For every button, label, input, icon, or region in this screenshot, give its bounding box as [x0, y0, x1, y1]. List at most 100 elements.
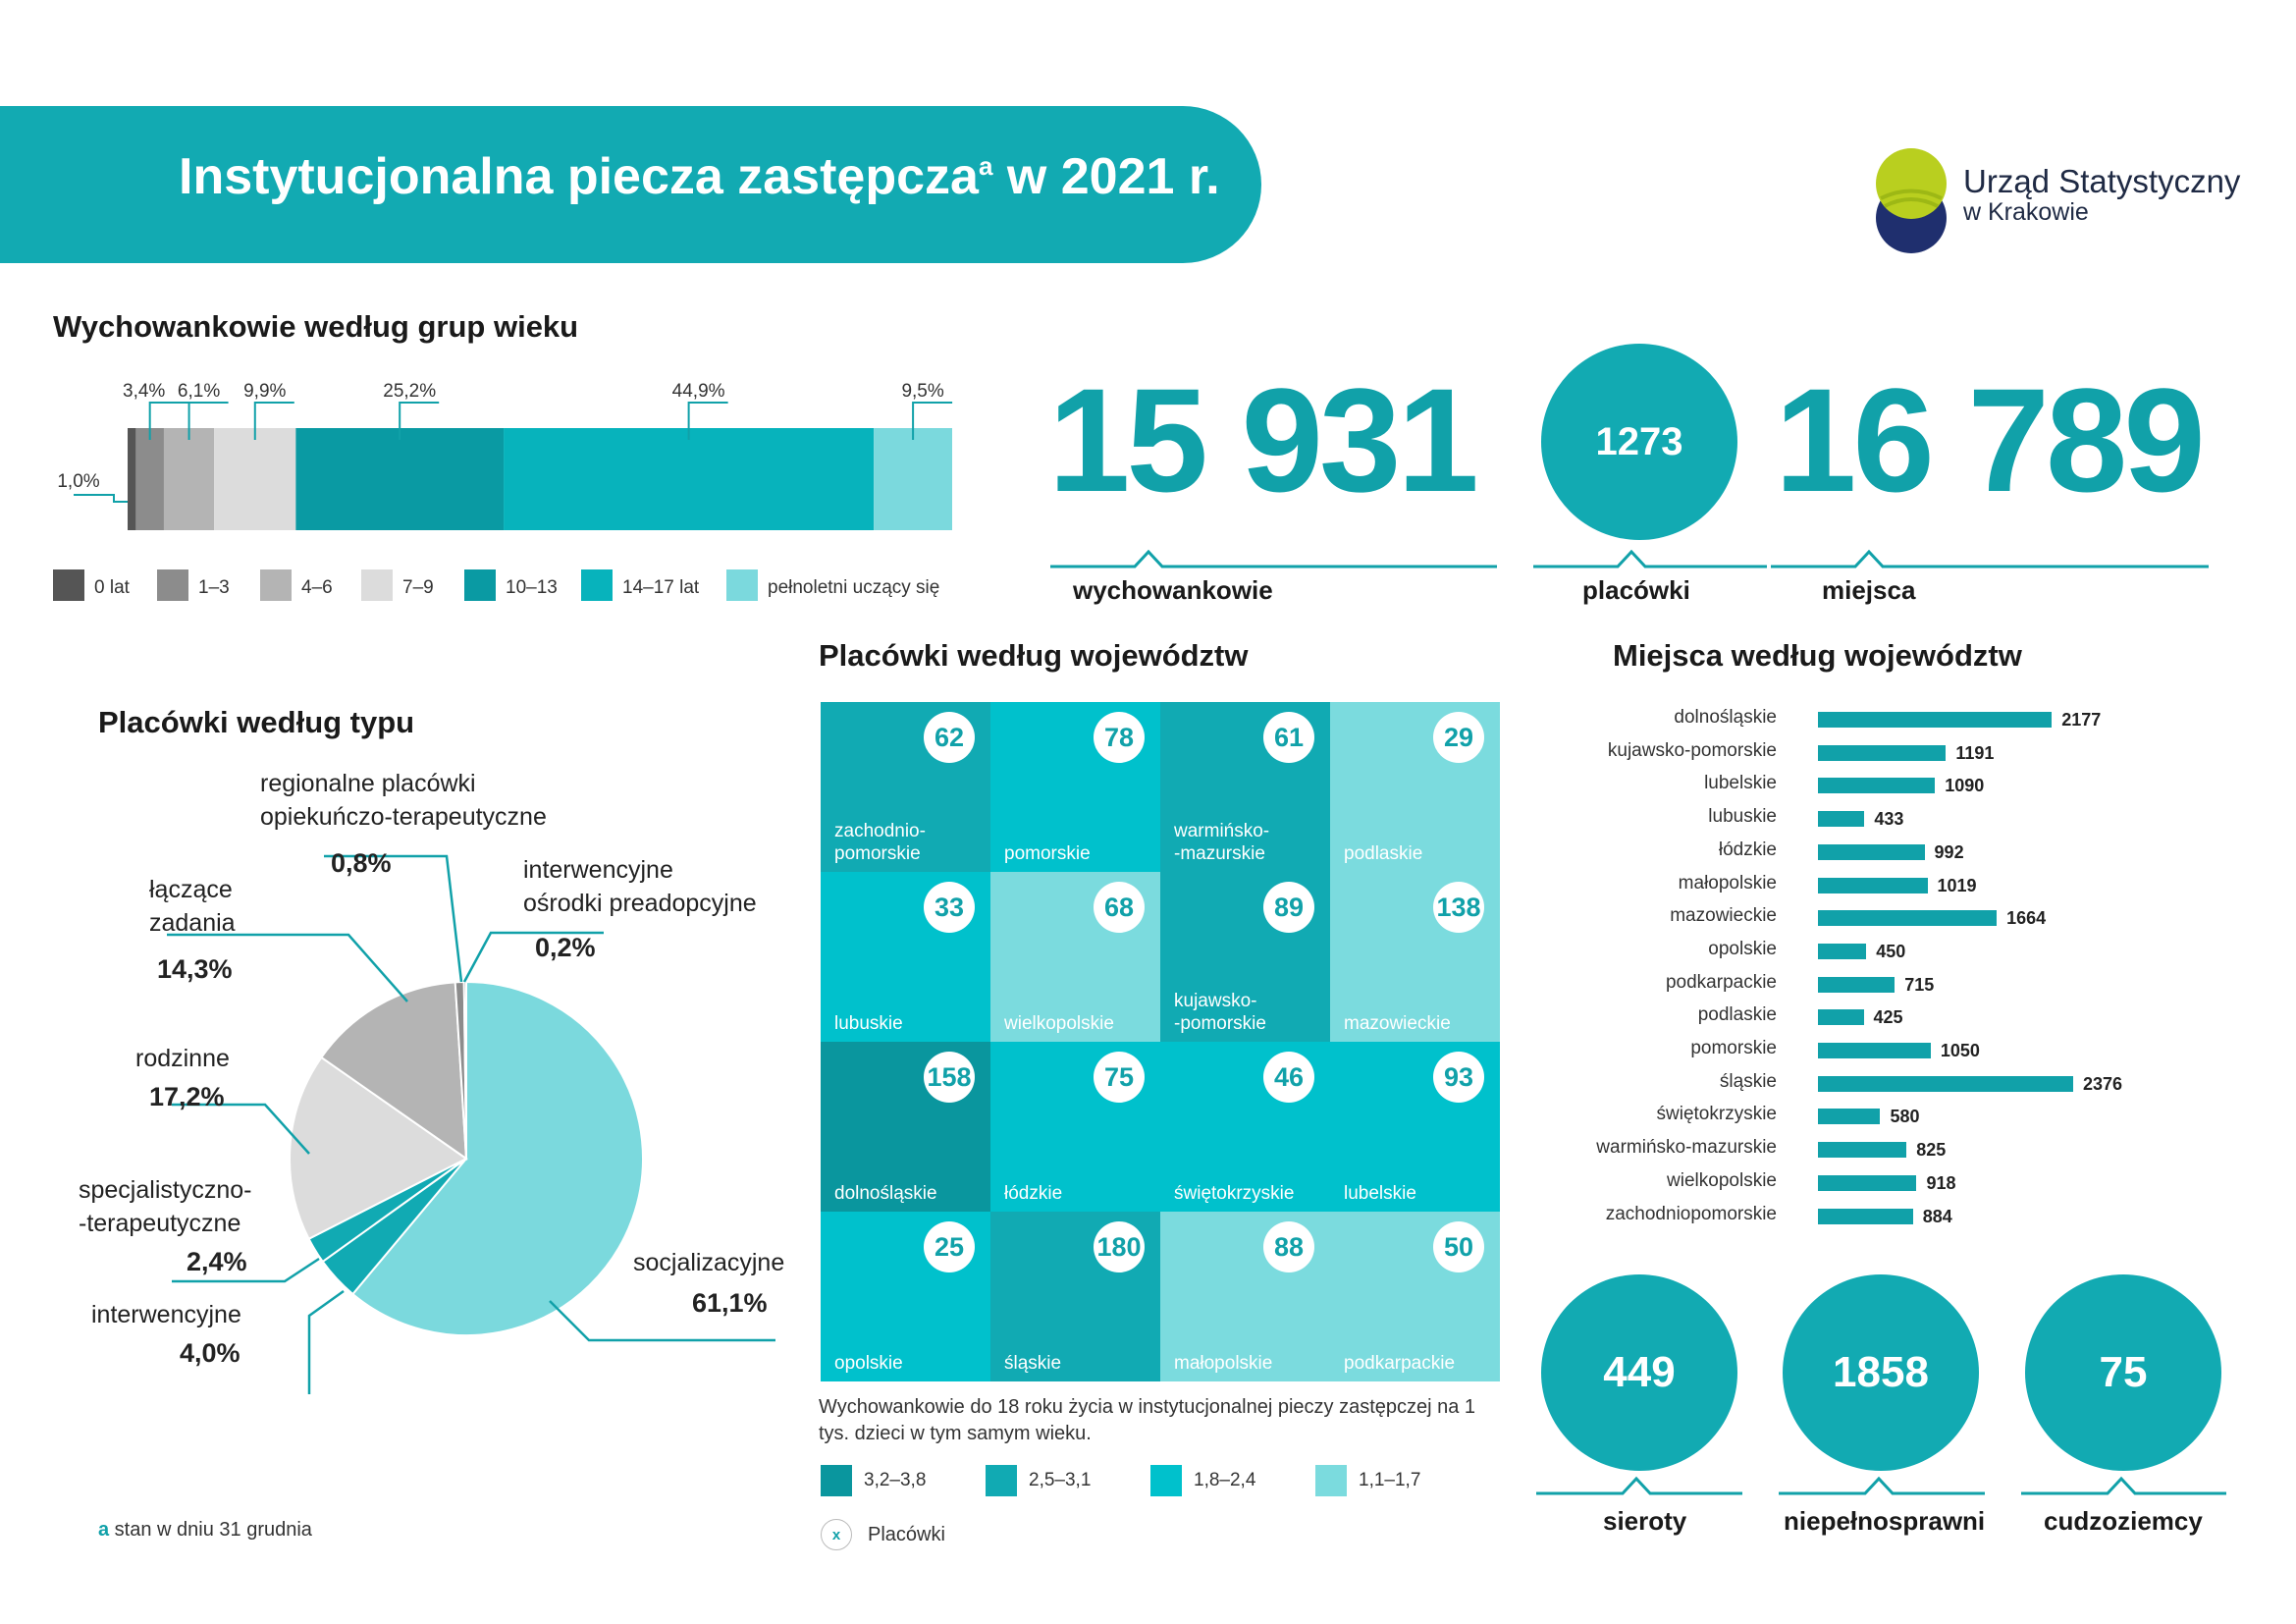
regional-bar	[1818, 1075, 2073, 1092]
stat-underlines	[1050, 549, 2209, 568]
regional-bar-category: wielkopolskie	[1667, 1169, 1777, 1191]
grid-section-title: Placówki według województw	[819, 638, 1249, 673]
age-leader-line	[148, 402, 189, 440]
grid-cell: 88 małopolskie	[1160, 1212, 1330, 1381]
grid-cell: 62 zachodnio-pomorskie	[821, 702, 990, 872]
regional-bar-value: 1664	[2006, 908, 2047, 929]
pie-label-name: rodzinne	[135, 1045, 230, 1072]
type-pie-chart	[167, 854, 775, 1394]
regional-bar-category: dolnośląskie	[1674, 707, 1777, 728]
grid-cell-name: opolskie	[834, 1353, 903, 1375]
grid-cell-name: kujawsko- -pomorskie	[1174, 990, 1266, 1035]
age-legend-swatch	[581, 569, 613, 601]
regional-bar-value: 1090	[1945, 776, 1985, 796]
grid-cell-value: 78	[1094, 712, 1145, 763]
regional-bar-value: 884	[1922, 1206, 1952, 1226]
logo-text: Urząd Statystyczny w Krakowie	[1963, 164, 2240, 226]
age-legend-label: 7–9	[402, 577, 434, 598]
grid-legend: 3,2–3,8 2,5–3,1 1,8–2,4 1,1–1,7	[821, 1465, 1527, 1504]
pie-label-specjalistyczno: specjalistyczno- -terapeutyczne 2,4%	[79, 1174, 251, 1277]
marker-icon: x	[821, 1519, 852, 1550]
age-pct-label: 3,4%	[123, 381, 165, 402]
grid-cell: 61 warmińsko- -mazurskie	[1160, 702, 1330, 872]
grid-cell: 89 kujawsko- -pomorskie	[1160, 872, 1330, 1042]
grid-cell-value: 158	[924, 1052, 975, 1103]
grid-cell-name: śląskie	[1004, 1353, 1062, 1375]
grid-cell: 75 łódzkie	[990, 1042, 1160, 1212]
age-pct-label: 1,0%	[57, 471, 99, 492]
grid-cell-value: 88	[1263, 1221, 1314, 1272]
regional-bar-value: 1191	[1955, 742, 1995, 763]
footnote: a stan w dniu 31 grudnia	[98, 1519, 312, 1542]
regional-bar-chart: dolnośląskie 2177 kujawsko-pomorskie 1191 lu…	[1482, 707, 2287, 1237]
pie-label-name: specjalistyczno- -terapeutyczne	[79, 1176, 252, 1237]
age-legend-label: 10–13	[506, 577, 558, 598]
grid-legend-item: 1,1–1,7	[1315, 1465, 1420, 1496]
grid-legend-swatch	[1150, 1465, 1182, 1496]
pie-label-name: interwencyjne ośrodki preadopcyjne	[523, 856, 757, 917]
grid-marker-legend: x Placówki	[821, 1519, 945, 1550]
pie-label-rodzinne: rodzinne 17,2%	[133, 1043, 230, 1112]
logo-line-2: w Krakowie	[1963, 197, 2089, 226]
regional-bar-value: 580	[1890, 1107, 1920, 1127]
bottom-stat-underlines	[1536, 1476, 2226, 1495]
age-legend-swatch	[726, 569, 758, 601]
wychowankowie-label: wychowankowie	[1073, 575, 1273, 605]
grid-cell-name: dolnośląskie	[834, 1183, 937, 1205]
grid-cell-name: lubelskie	[1344, 1183, 1416, 1205]
age-pct-label: 25,2%	[383, 381, 436, 402]
pie-label-pct: 14,3%	[157, 953, 233, 984]
pie-label-regionalne: regionalne placówki opiekuńczo-terapeutyc…	[260, 768, 547, 879]
age-legend-swatch	[157, 569, 188, 601]
grid-cell-value: 62	[924, 712, 975, 763]
age-leader-line	[912, 402, 953, 440]
grid-cell-value: 180	[1094, 1221, 1145, 1272]
grid-legend-label: 1,8–2,4	[1194, 1470, 1256, 1490]
placowki-circle: 1273	[1541, 344, 1737, 540]
regional-bar-category: pomorskie	[1690, 1038, 1777, 1058]
regional-bar-value: 425	[1873, 1007, 1903, 1028]
regional-bar	[1818, 843, 1925, 860]
age-legend-label: 0 lat	[94, 577, 131, 598]
grid-cell: 158 dolnośląskie	[821, 1042, 990, 1212]
regional-bar-value: 2376	[2083, 1073, 2123, 1094]
regional-bar-category: zachodniopomorskie	[1605, 1203, 1777, 1224]
age-bar-segment	[163, 428, 215, 530]
regional-bar-category: mazowieckie	[1670, 905, 1777, 927]
regional-bar-value: 433	[1874, 809, 1904, 830]
regional-bar	[1818, 877, 1928, 893]
pie-label-name: regionalne placówki opiekuńczo-terapeutyc…	[260, 770, 547, 831]
age-leader-line	[687, 402, 728, 440]
pie-leader-line	[324, 854, 463, 983]
grid-cell-value: 75	[1094, 1052, 1145, 1103]
regional-bar-category: małopolskie	[1678, 872, 1777, 893]
niepelnosprawni-circle: 1858	[1783, 1274, 1979, 1471]
regional-bar-value: 1019	[1937, 875, 1977, 895]
grid-cell-name: mazowieckie	[1344, 1013, 1451, 1035]
grid-cell: 29 podlaskie	[1330, 702, 1500, 872]
grid-cell: 138 mazowieckie	[1330, 872, 1500, 1042]
age-bar-segment	[295, 428, 505, 530]
sieroty-label: sieroty	[1603, 1506, 1687, 1536]
regional-bar	[1818, 1109, 1881, 1125]
cudzoziemcy-number: 75	[2099, 1348, 2148, 1396]
pie-label-name: interwencyjne	[91, 1301, 241, 1328]
pie-section-title: Placówki według typu	[98, 705, 415, 739]
regional-bar	[1818, 1174, 1917, 1191]
age-pct-label: 9,5%	[901, 381, 943, 402]
pie-label-name: łączące zadania	[149, 876, 236, 937]
grid-legend-label: 2,5–3,1	[1029, 1470, 1092, 1490]
pie-leader-line	[549, 1300, 775, 1342]
placowki-number: 1273	[1595, 419, 1683, 463]
age-leader-line	[399, 402, 440, 440]
grid-cell-name: zachodnio-pomorskie	[834, 820, 926, 865]
grid-legend-label: 3,2–3,8	[864, 1470, 927, 1490]
regional-bar	[1818, 943, 1867, 959]
grid-cell-name: warmińsko- -mazurskie	[1174, 820, 1270, 865]
age-bar-segment	[504, 428, 875, 530]
wychowankowie-number: 15 931	[1048, 357, 1479, 522]
pie-label-socjalizacyjne: socjalizacyjne 61,1%	[633, 1247, 784, 1319]
pie-label-laczace: łączące zadania 14,3%	[149, 874, 236, 985]
age-bar-segment	[128, 428, 136, 530]
marker-label: Placówki	[868, 1523, 945, 1545]
